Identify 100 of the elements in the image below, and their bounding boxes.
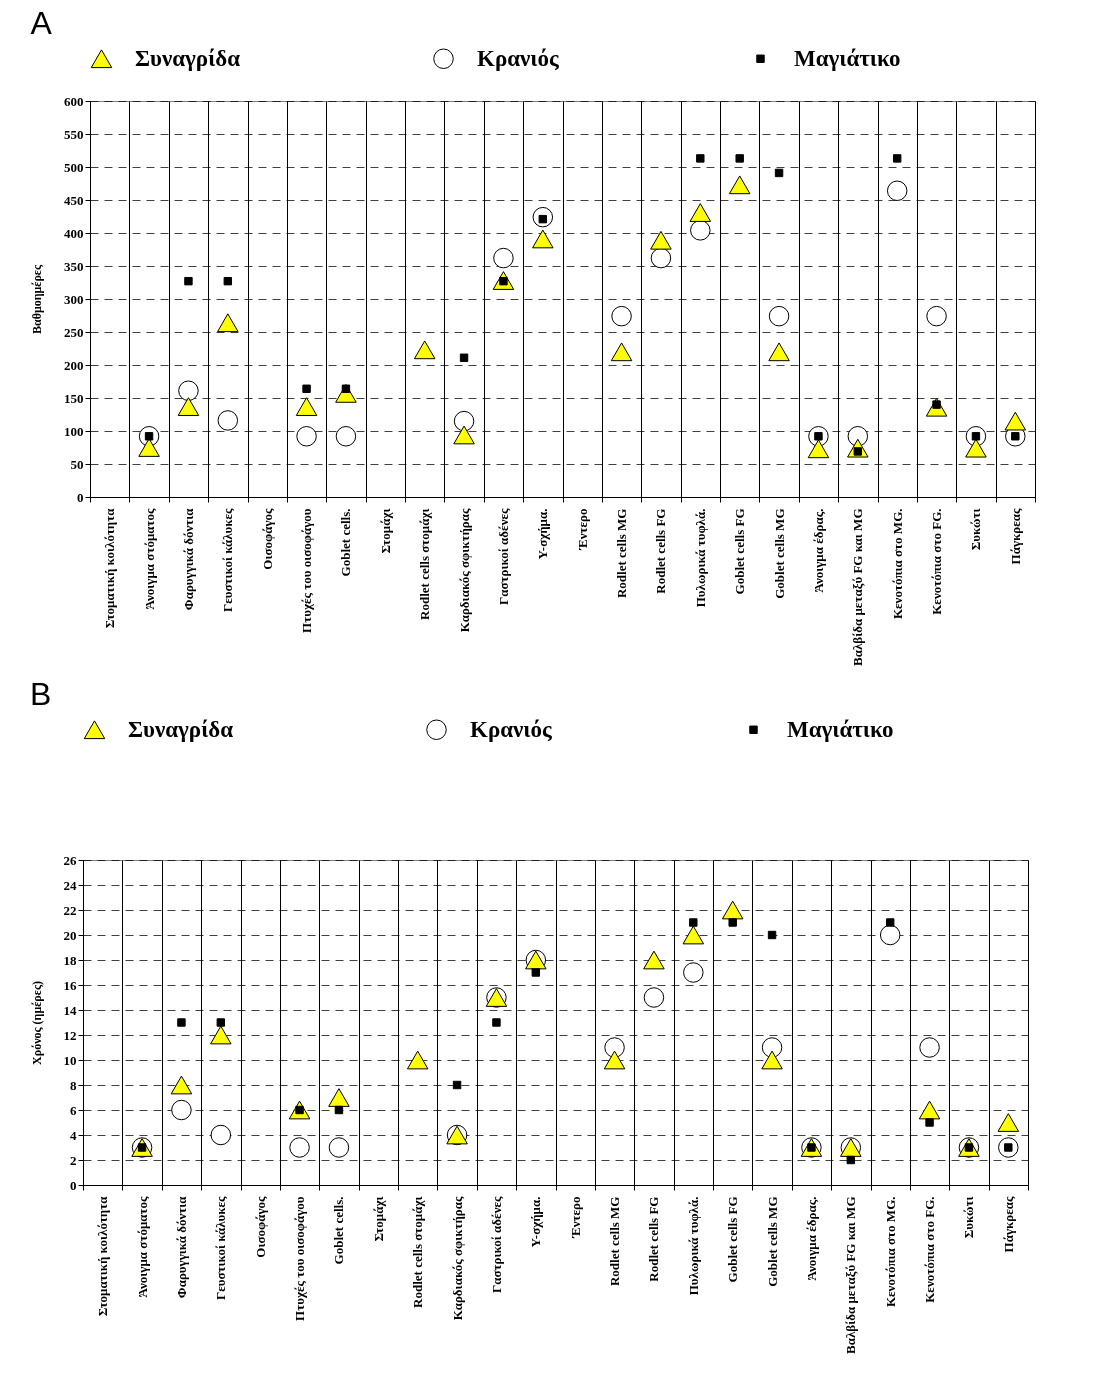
point: [683, 962, 704, 983]
legend-label: Μαγιάτικο: [794, 45, 901, 71]
point: [604, 1037, 625, 1058]
y-tick-label: 22: [63, 902, 77, 918]
point: [643, 987, 665, 1008]
x-tick-label: Goblet cells MG: [764, 1196, 780, 1287]
x-tick-label: Έντερο: [567, 1196, 583, 1239]
y-tick-label: 16: [63, 977, 77, 993]
point: [295, 397, 318, 416]
y-tick-label: 4: [70, 1127, 77, 1143]
point: [184, 276, 193, 286]
legend-label: Κρανιός: [477, 45, 559, 71]
x-tick-label: Άνοιγμα στόματος: [141, 507, 157, 610]
point: [493, 247, 514, 269]
legend-label: Συναγρίδα: [128, 716, 234, 742]
x-tick-label: Στοματική κοιλότητα: [95, 1195, 111, 1317]
point: [761, 1037, 783, 1058]
x-tick-label: Πάγκρεας: [1007, 507, 1023, 565]
y-axis-title: Χρόνος (ημέρες): [29, 981, 44, 1065]
x-tick-label: Έντερο: [574, 508, 590, 551]
x-tick-label: Rodlet cells FG: [646, 1196, 662, 1282]
x-tick-label: Άνοιγμα έδρας.: [810, 508, 826, 593]
x-tick-label: Στομάχι: [377, 508, 393, 554]
x-tick-label: Γευστικοί κάλυκες: [220, 507, 236, 613]
y-tick-label: 18: [63, 952, 77, 968]
y-axis-title: Βαθμοημέρες: [30, 264, 44, 335]
point: [886, 180, 908, 201]
point: [892, 154, 902, 163]
point: [296, 426, 317, 447]
x-tick-label: Rodlet cells MG: [614, 508, 630, 599]
y-tick-label: 350: [64, 258, 84, 274]
x-tick-label: Πτυχές του οισοφάγου: [299, 508, 315, 633]
x-tick-label: Στομάχι: [370, 1196, 386, 1242]
y-tick-label: 250: [64, 324, 84, 340]
point: [459, 353, 469, 362]
y-tick-label: 14: [63, 1002, 77, 1018]
point: [918, 1100, 941, 1120]
legend-label: Μαγιάτικο: [787, 716, 894, 742]
point: [682, 925, 705, 945]
x-tick-label: Στοματική κοιλότητα: [102, 507, 118, 629]
point: [210, 1124, 232, 1146]
point: [735, 154, 744, 163]
x-tick-label: Κενοτόπια στο FG.: [922, 1196, 938, 1303]
x-tick-label: Πάγκρεας: [1000, 1195, 1016, 1253]
x-tick-label: Goblet cells.: [331, 1196, 347, 1265]
point: [406, 1050, 429, 1070]
x-tick-label: Goblet cells MG: [771, 508, 787, 599]
point: [728, 175, 751, 195]
x-tick-label: Βαλβίδα μεταξύ FG και MG: [843, 1196, 859, 1354]
y-tick-label: 0: [77, 489, 84, 505]
point: [879, 924, 901, 946]
point: [217, 410, 239, 431]
point: [997, 1113, 1020, 1132]
point: [690, 220, 711, 241]
x-tick-label: Γαστρικοί αδένες: [495, 507, 511, 606]
y-tick-label: 8: [70, 1077, 77, 1093]
legend-label: Συναγρίδα: [135, 45, 241, 71]
point: [807, 439, 830, 459]
point: [531, 968, 541, 977]
x-tick-label: Κενοτόπια στο MG.: [882, 1196, 898, 1308]
x-tick-label: Καρδιακός σφικτήρας: [449, 1196, 465, 1321]
point: [610, 342, 633, 362]
point: [603, 1050, 626, 1070]
x-tick-label: Πτυχές του οισοφάγου: [292, 1196, 308, 1321]
point: [885, 918, 895, 927]
x-tick-label: Rodlet cells στομάχι: [410, 1196, 426, 1308]
x-tick-label: Φαρυγγικά δόντια: [180, 507, 196, 611]
point: [926, 305, 947, 327]
chart-title: A: [30, 5, 53, 41]
point: [335, 426, 357, 447]
y-tick-label: 6: [70, 1102, 77, 1118]
point: [1004, 411, 1027, 431]
y-tick-label: 450: [64, 192, 84, 208]
y-tick-label: 0: [70, 1177, 77, 1193]
point: [768, 342, 790, 362]
y-tick-label: 600: [64, 93, 84, 109]
legend-label: Κρανιός: [470, 716, 552, 742]
x-tick-label: Άνοιγμα στόματος: [134, 1195, 150, 1298]
point: [453, 425, 475, 445]
point: [217, 313, 239, 333]
x-tick-label: Οισοφάγος: [259, 507, 275, 570]
y-tick-label: 100: [64, 423, 84, 439]
point: [689, 203, 712, 222]
point: [965, 438, 987, 458]
point: [334, 1105, 344, 1115]
point: [171, 1099, 192, 1121]
point: [210, 1025, 232, 1045]
point: [138, 438, 160, 457]
point: [696, 154, 705, 163]
point: [302, 384, 311, 393]
x-tick-label: Καρδιακός σφικτήρας: [456, 508, 472, 633]
point: [177, 397, 200, 416]
chart-title: B: [30, 676, 52, 712]
point: [728, 918, 737, 927]
x-tick-label: Βαλβίδα μεταξύ FG και MG: [850, 508, 866, 666]
y-tick-label: 500: [64, 159, 84, 175]
point: [768, 305, 790, 327]
point: [216, 1018, 226, 1027]
y-tick-label: 550: [64, 126, 84, 142]
point: [328, 1137, 350, 1158]
